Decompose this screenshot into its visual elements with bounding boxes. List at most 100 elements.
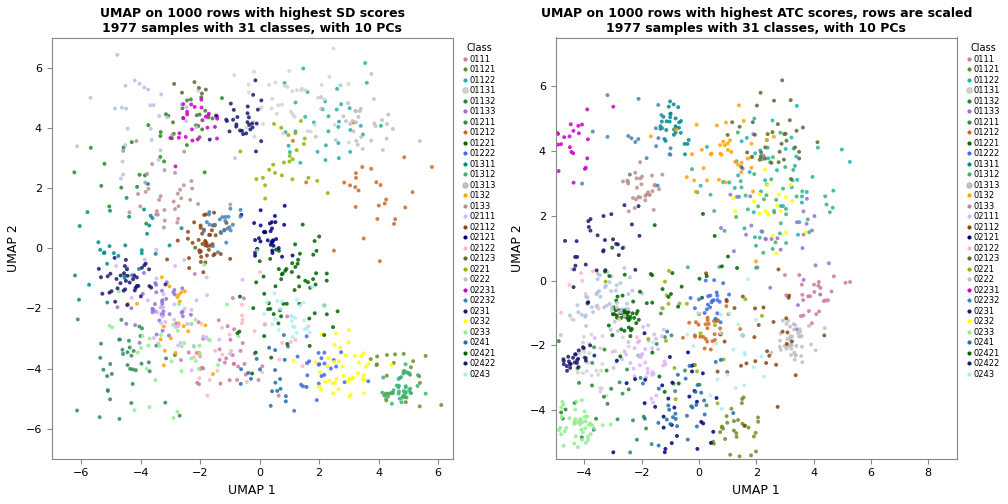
Point	[793, 352, 809, 360]
Point	[411, 402, 427, 410]
Point	[578, 354, 594, 362]
Point	[305, 275, 322, 283]
Point	[191, 87, 207, 95]
Point	[611, 251, 627, 259]
Point	[753, 153, 769, 161]
Point	[706, 428, 722, 436]
Point	[582, 349, 598, 357]
Point	[555, 357, 572, 365]
Point	[182, 196, 199, 204]
Point	[177, 133, 194, 141]
Point	[644, 271, 660, 279]
Point	[143, 136, 159, 144]
Point	[164, 135, 180, 143]
Point	[165, 321, 181, 329]
Point	[642, 191, 658, 199]
Point	[243, 375, 259, 383]
Point	[671, 299, 687, 307]
Point	[641, 191, 657, 199]
Point	[677, 374, 694, 383]
Point	[331, 357, 347, 365]
Point	[137, 178, 153, 186]
Point	[798, 195, 814, 203]
Point	[621, 308, 637, 316]
Point	[741, 423, 757, 431]
Point	[765, 245, 781, 253]
Point	[617, 347, 633, 355]
Point	[777, 271, 793, 279]
Point	[579, 367, 595, 375]
Point	[842, 278, 858, 286]
Point	[661, 267, 677, 275]
Point	[619, 176, 635, 184]
Point	[200, 123, 216, 132]
Point	[391, 395, 407, 403]
Point	[772, 330, 788, 338]
Point	[309, 148, 326, 156]
Point	[201, 111, 217, 119]
Point	[769, 234, 785, 242]
Point	[201, 231, 217, 239]
Point	[753, 227, 769, 235]
Point	[176, 148, 193, 156]
Point	[575, 339, 591, 347]
Point	[152, 192, 168, 200]
Point	[726, 194, 742, 202]
Point	[784, 197, 800, 205]
Point	[326, 356, 342, 364]
Point	[148, 342, 164, 350]
Point	[146, 334, 162, 342]
Point	[791, 325, 807, 333]
Point	[275, 130, 291, 138]
Point	[668, 125, 684, 134]
Point	[634, 172, 650, 180]
Point	[687, 361, 704, 369]
Point	[357, 375, 373, 384]
Point	[795, 207, 811, 215]
Point	[102, 289, 118, 297]
Point	[681, 362, 698, 370]
Point	[298, 383, 314, 391]
Point	[654, 117, 670, 125]
Point	[726, 247, 742, 255]
Point	[783, 351, 799, 359]
Point	[170, 134, 186, 142]
Point	[660, 401, 676, 409]
Point	[170, 291, 186, 299]
Point	[624, 287, 640, 295]
Point	[763, 159, 779, 167]
Point	[717, 227, 733, 235]
Point	[577, 348, 593, 356]
Point	[797, 228, 813, 236]
Point	[143, 124, 159, 133]
Point	[297, 113, 313, 121]
Point	[692, 333, 709, 341]
Point	[662, 110, 678, 118]
Point	[688, 120, 705, 129]
Point	[281, 158, 297, 166]
Point	[564, 354, 581, 362]
Point	[329, 375, 345, 383]
Point	[186, 103, 203, 111]
Point	[263, 238, 279, 246]
Point	[318, 156, 334, 164]
Point	[794, 193, 810, 201]
Point	[311, 368, 328, 376]
Point	[602, 272, 618, 280]
Point	[568, 350, 584, 358]
Point	[720, 131, 736, 139]
Point	[141, 265, 157, 273]
Point	[201, 211, 217, 219]
Point	[196, 335, 212, 343]
Point	[650, 442, 666, 450]
Point	[732, 452, 748, 460]
Point	[283, 108, 299, 116]
Point	[251, 376, 267, 384]
Point	[732, 122, 748, 131]
Point	[366, 95, 382, 103]
Point	[811, 307, 828, 316]
Point	[159, 278, 175, 286]
Point	[199, 333, 215, 341]
Point	[760, 209, 776, 217]
Point	[218, 354, 234, 362]
